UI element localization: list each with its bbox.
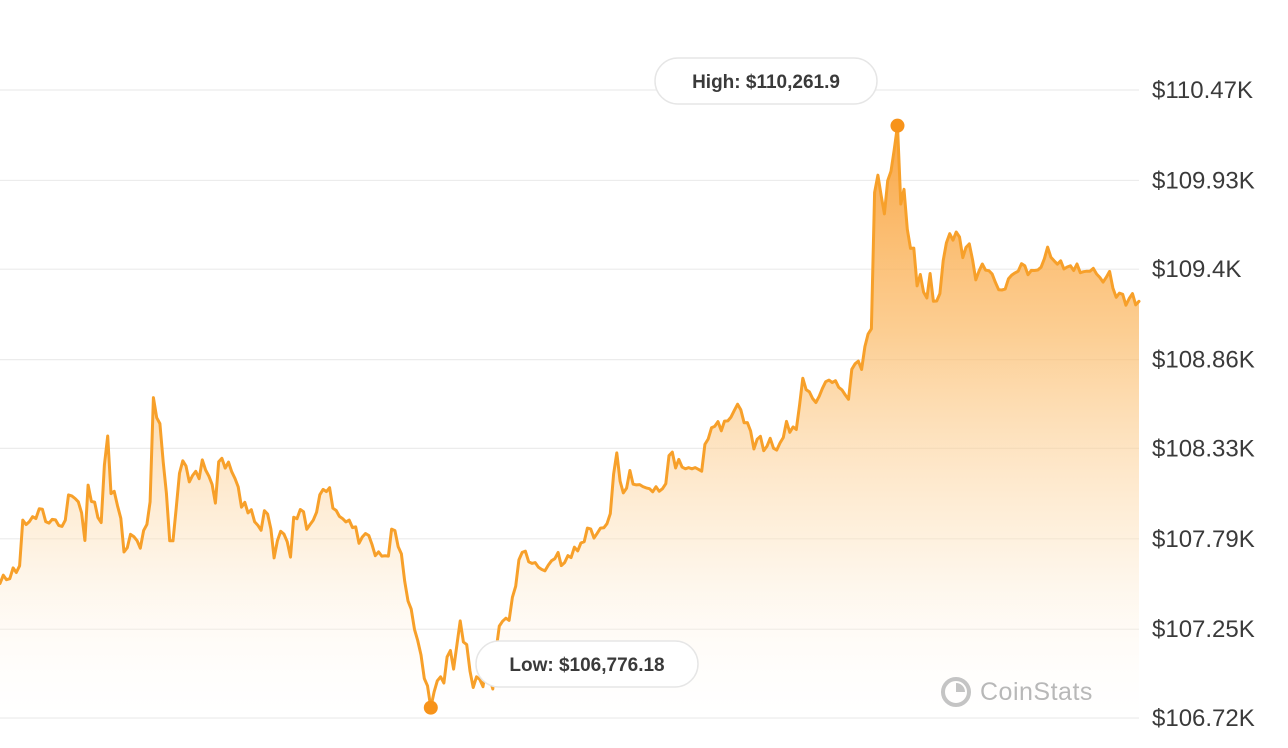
price-line[interactable]: [0, 124, 1141, 710]
y-tick-label: $106.72K: [1152, 705, 1255, 732]
y-tick-label: $109.93K: [1152, 167, 1255, 194]
y-tick-label: $110.47K: [1152, 77, 1253, 104]
y-tick-label: $108.33K: [1152, 435, 1255, 462]
low-marker: [423, 700, 438, 715]
low-callout-text: Low: $106,776.18: [509, 655, 664, 676]
y-axis-ticks: $110.47K $109.93K $109.4K $108.86K $108.33K $…: [1152, 77, 1255, 732]
y-tick-label: $109.4K: [1152, 256, 1241, 283]
y-tick-label: $108.86K: [1152, 347, 1255, 374]
high-callout: High: $110,261.9: [654, 57, 878, 105]
low-callout-box: [475, 640, 699, 688]
y-tick-label: $107.79K: [1152, 526, 1255, 553]
high-callout-text: High: $110,261.9: [692, 72, 840, 93]
price-area-fill: [0, 125, 1139, 718]
y-tick-label: $107.25K: [1152, 616, 1255, 643]
high-marker: [890, 118, 905, 133]
coinstats-logo-icon: [941, 677, 971, 707]
low-callout: Low: $106,776.18: [475, 640, 699, 688]
high-low-markers: High: $110,261.9 Low: $106,776.18: [423, 57, 905, 715]
coinstats-watermark: CoinStats: [940, 676, 1093, 708]
high-callout-box: [654, 57, 878, 105]
watermark-text: CoinStats: [980, 677, 1093, 706]
